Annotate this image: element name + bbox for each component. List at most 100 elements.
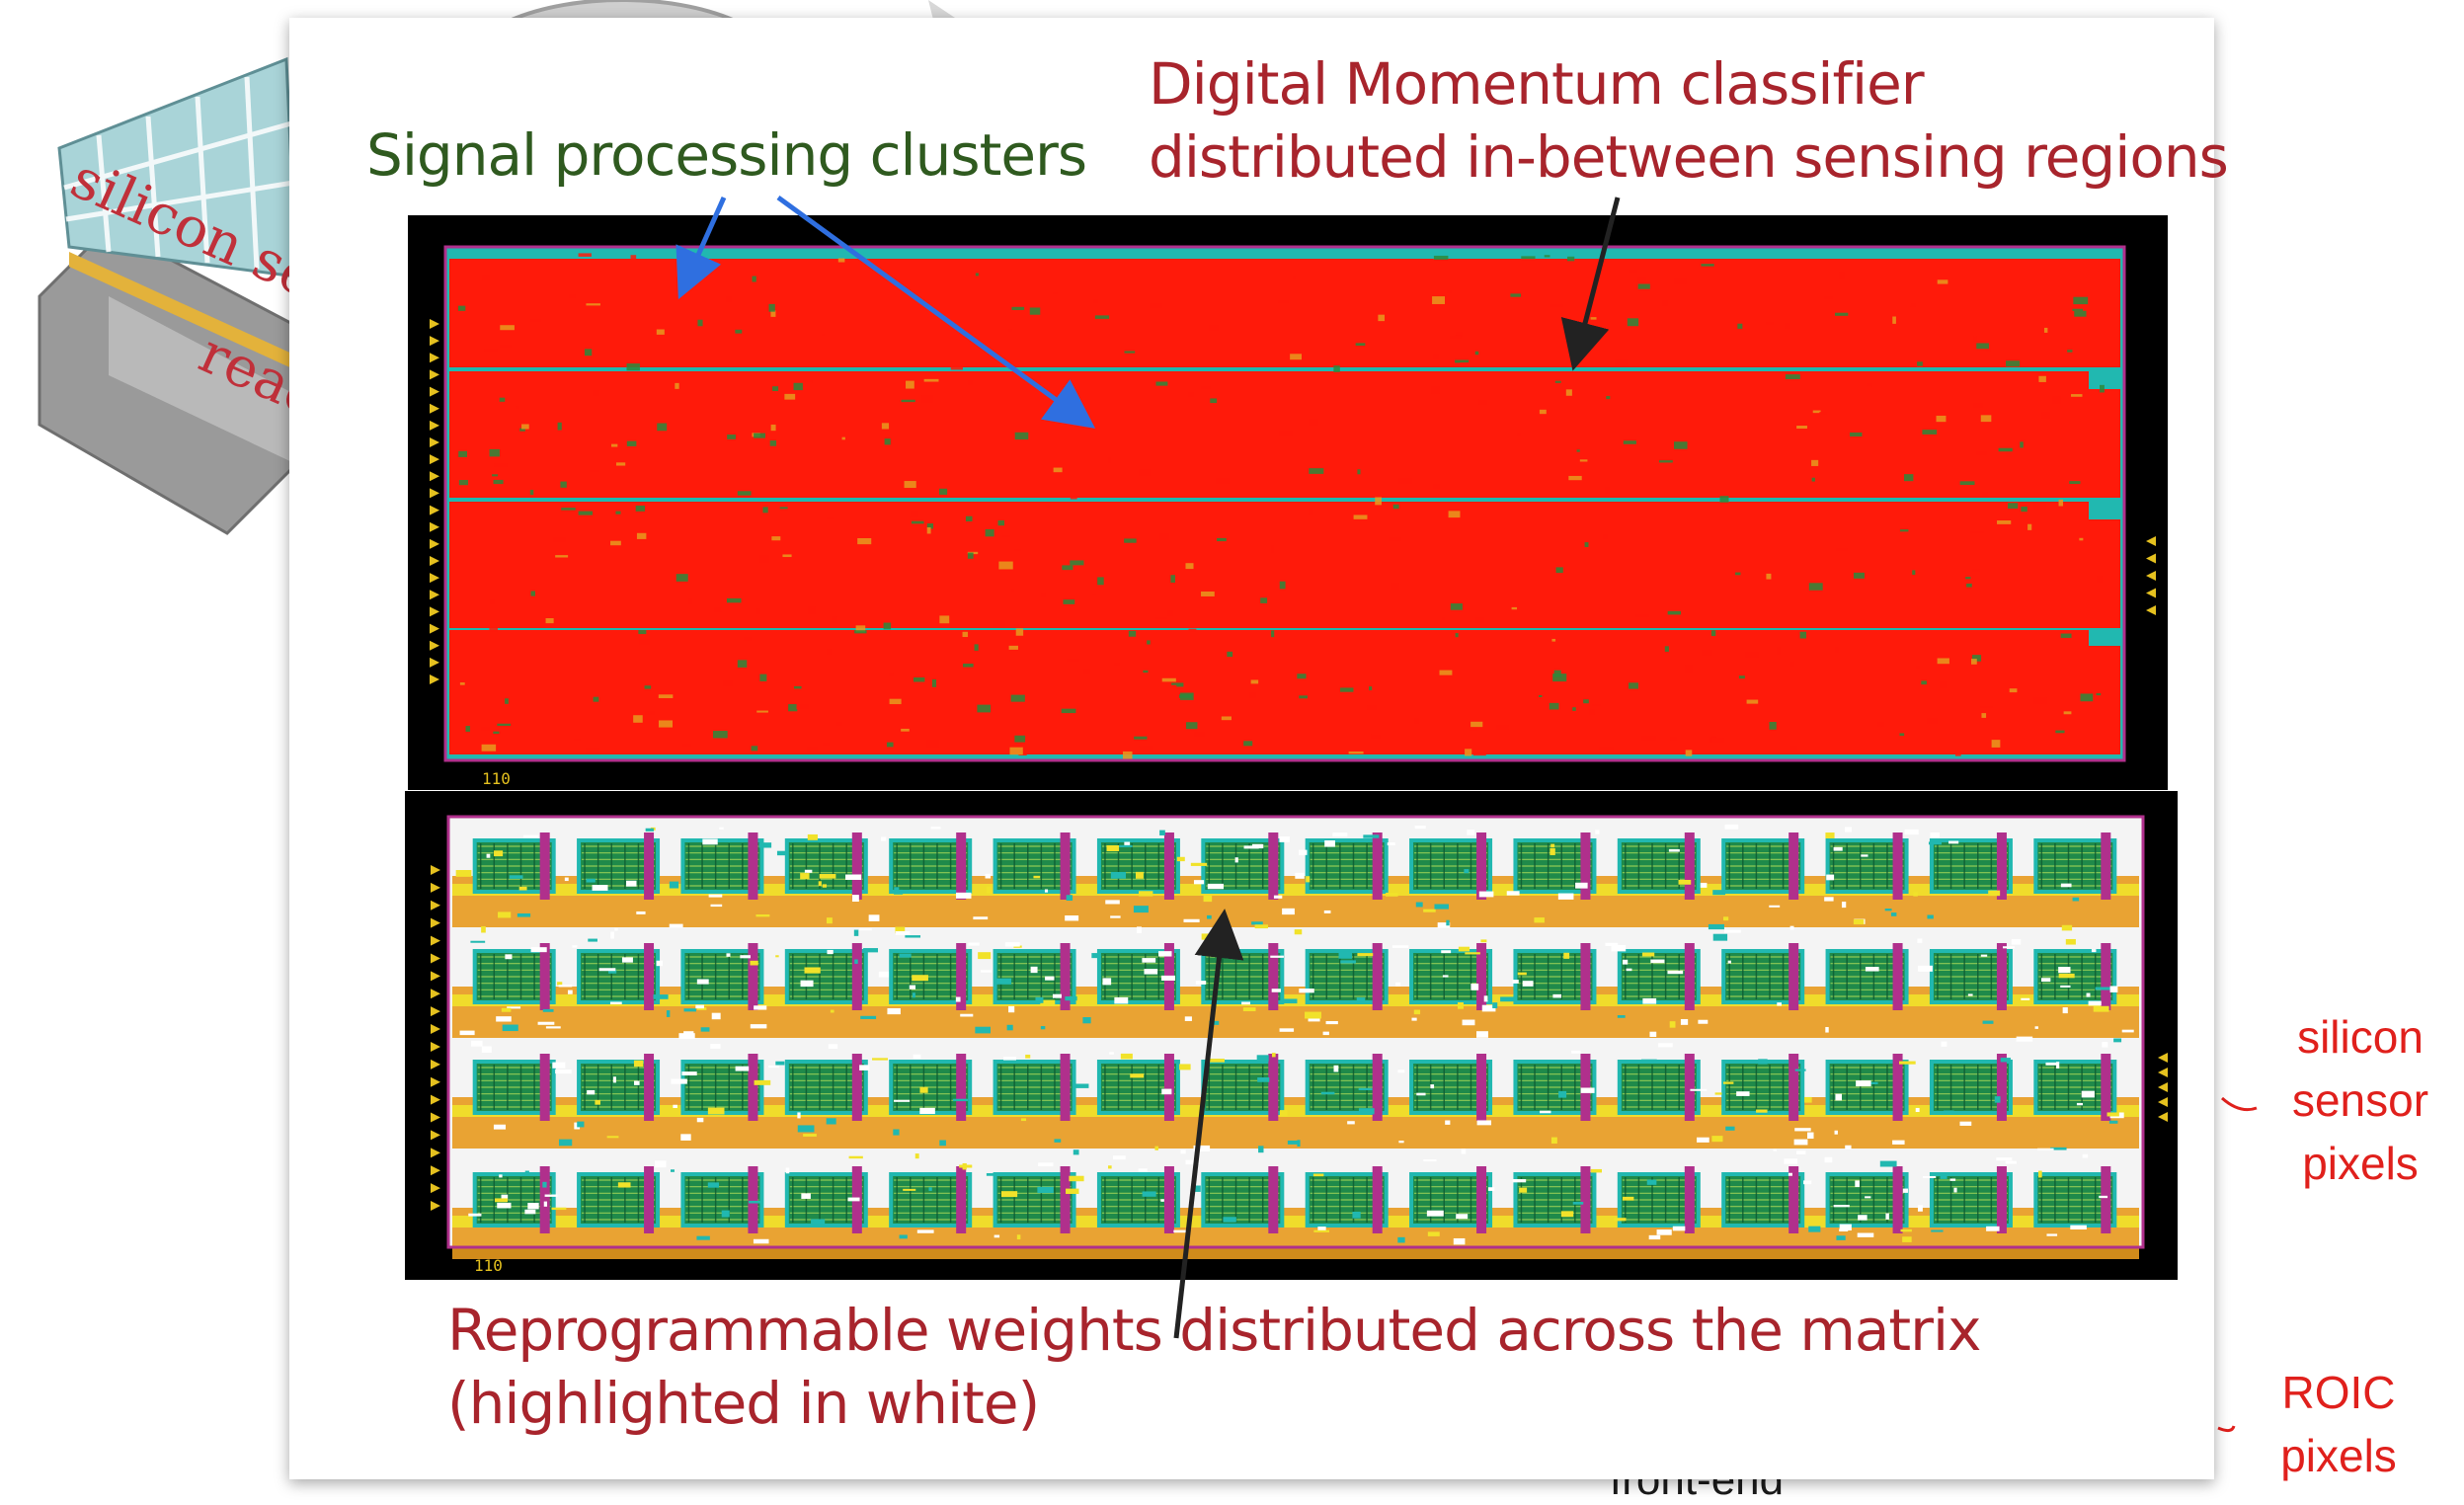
weights-layout-view: 110 bbox=[431, 815, 2168, 1275]
weight-cell bbox=[1317, 1227, 1326, 1230]
weight-cell bbox=[656, 960, 664, 967]
weight-cell bbox=[497, 1202, 512, 1209]
weight-cell bbox=[1298, 849, 1308, 855]
weight-cell bbox=[828, 1044, 838, 1050]
routing-speck bbox=[1606, 396, 1611, 400]
weight-cell bbox=[1617, 1015, 1626, 1018]
weight-cell bbox=[955, 996, 961, 1002]
weight-cell bbox=[683, 1008, 696, 1012]
weight-cell bbox=[1994, 1096, 2001, 1103]
weight-cell bbox=[1052, 993, 1062, 998]
routing-speck bbox=[530, 591, 536, 596]
routing-speck bbox=[1470, 721, 1483, 728]
routing-speck bbox=[1010, 694, 1025, 702]
routing-speck bbox=[1155, 381, 1168, 386]
weight-cell bbox=[530, 947, 547, 953]
weight-cell bbox=[1106, 845, 1120, 852]
routing-speck bbox=[1629, 682, 1638, 689]
weight-cell bbox=[1982, 1020, 1994, 1024]
routing-speck bbox=[465, 726, 470, 732]
weight-cell bbox=[2037, 1148, 2054, 1150]
routing-speck bbox=[489, 626, 498, 633]
weight-cell bbox=[1825, 832, 1835, 838]
weight-cell bbox=[1241, 1001, 1251, 1005]
routing-speck bbox=[1776, 647, 1782, 656]
weight-cell bbox=[588, 938, 597, 942]
weight-cell bbox=[1441, 950, 1452, 954]
weight-cell bbox=[557, 982, 563, 986]
routing-speck bbox=[2033, 502, 2047, 511]
weight-column bbox=[1580, 832, 1591, 900]
routing-speck bbox=[1008, 329, 1012, 332]
weight-cell bbox=[1722, 1081, 1734, 1084]
routing-speck bbox=[1866, 383, 1872, 387]
weight-cell bbox=[1712, 890, 1726, 896]
weight-cell bbox=[914, 1153, 919, 1159]
weight-column bbox=[2101, 832, 2111, 900]
weight-cell bbox=[486, 853, 491, 858]
io-pad bbox=[431, 1024, 440, 1035]
weight-cell bbox=[1282, 908, 1295, 915]
weight-column bbox=[1996, 1054, 2007, 1121]
weight-cell bbox=[1279, 1028, 1295, 1032]
routing-speck bbox=[962, 631, 969, 638]
routing-speck bbox=[1811, 477, 1815, 482]
routing-speck bbox=[1604, 487, 1610, 494]
weight-cell bbox=[606, 1136, 619, 1139]
weight-cell bbox=[1698, 1019, 1709, 1024]
weight-column bbox=[1684, 832, 1695, 900]
weight-cell bbox=[899, 953, 912, 958]
routing-speck bbox=[796, 704, 809, 710]
routing-speck bbox=[2041, 411, 2050, 419]
weight-cell bbox=[1470, 984, 1479, 990]
weight-cell bbox=[1456, 1214, 1469, 1220]
weight-cell bbox=[2058, 973, 2075, 979]
weight-column bbox=[539, 1166, 550, 1233]
routing-speck bbox=[560, 481, 567, 488]
routing-speck bbox=[950, 364, 963, 370]
routing-speck bbox=[1614, 359, 1629, 366]
weight-cell bbox=[558, 1139, 573, 1147]
routing-speck bbox=[1209, 324, 1220, 332]
weight-cell bbox=[1000, 1191, 1018, 1198]
routing-speck bbox=[1062, 565, 1073, 571]
weight-cell bbox=[1347, 1121, 1355, 1125]
weight-cell bbox=[481, 1046, 492, 1054]
weight-cell bbox=[985, 873, 992, 879]
routing-speck bbox=[1876, 721, 1885, 727]
routing-speck bbox=[1710, 630, 1716, 637]
label-line: distributed in-between sensing regions bbox=[1149, 123, 2229, 191]
weight-cell bbox=[1834, 1130, 1838, 1135]
routing-speck bbox=[1217, 537, 1227, 542]
routing-speck bbox=[610, 540, 621, 546]
weight-cell bbox=[775, 1061, 785, 1066]
weight-cell bbox=[1913, 892, 1918, 897]
weight-cell bbox=[470, 940, 486, 943]
weight-cell bbox=[499, 1174, 503, 1178]
weight-cell bbox=[1611, 944, 1627, 952]
routing-speck bbox=[1455, 359, 1470, 363]
routing-speck bbox=[1170, 575, 1175, 583]
weight-cell bbox=[1271, 989, 1281, 992]
routing-speck bbox=[1921, 680, 1927, 685]
routing-speck bbox=[497, 723, 512, 726]
weight-cell bbox=[1306, 876, 1311, 883]
routing-speck bbox=[1785, 322, 1790, 329]
weight-cell bbox=[700, 1027, 710, 1032]
routing-speck bbox=[1635, 614, 1650, 617]
weight-cell bbox=[1595, 830, 1600, 834]
routing-speck bbox=[633, 715, 643, 723]
routing-speck bbox=[1667, 610, 1682, 615]
weight-cell bbox=[1037, 1186, 1054, 1194]
weight-cell bbox=[1789, 925, 1794, 930]
weight-cell bbox=[1006, 1024, 1013, 1031]
io-pad bbox=[430, 623, 439, 634]
weight-cell bbox=[1442, 975, 1449, 978]
weight-cell bbox=[673, 1104, 677, 1109]
weight-cell bbox=[1519, 1187, 1528, 1193]
routing-speck bbox=[1227, 651, 1233, 658]
weight-cell bbox=[1193, 880, 1205, 885]
io-pad bbox=[431, 989, 440, 999]
weight-cell bbox=[1650, 959, 1665, 964]
routing-speck bbox=[1997, 520, 2012, 524]
